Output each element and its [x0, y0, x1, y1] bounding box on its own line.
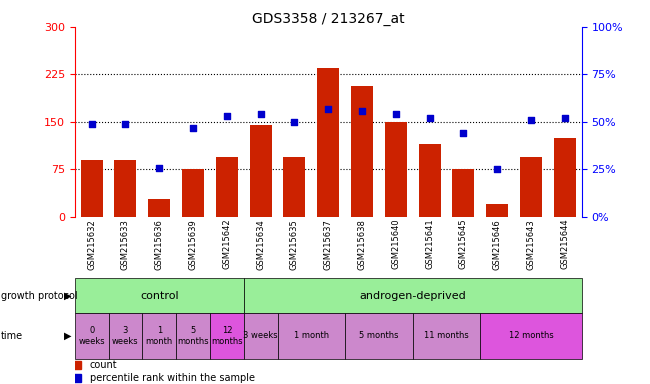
Bar	[278, 313, 345, 359]
Text: GSM215645: GSM215645	[459, 219, 468, 270]
Text: ▶: ▶	[64, 331, 72, 341]
Bar	[317, 68, 339, 217]
Text: 12
months: 12 months	[211, 326, 242, 346]
Bar	[109, 313, 142, 359]
Text: GSM215641: GSM215641	[425, 219, 434, 270]
Text: 3 weeks: 3 weeks	[243, 331, 278, 341]
Point	[222, 113, 232, 119]
Bar	[480, 313, 582, 359]
Bar	[244, 278, 582, 313]
Text: GSM215636: GSM215636	[155, 219, 164, 270]
Bar	[452, 169, 474, 217]
Bar	[283, 157, 305, 217]
Bar	[114, 160, 136, 217]
Text: GSM215643: GSM215643	[526, 219, 536, 270]
Point	[391, 111, 401, 118]
Text: GSM215632: GSM215632	[87, 219, 96, 270]
Point	[357, 108, 367, 114]
Bar	[244, 313, 278, 359]
Text: 1 month: 1 month	[294, 331, 329, 341]
Text: percentile rank within the sample: percentile rank within the sample	[90, 373, 255, 383]
Text: 11 months: 11 months	[424, 331, 469, 341]
Bar	[148, 199, 170, 217]
Bar	[554, 138, 576, 217]
Point	[86, 121, 97, 127]
Text: GSM215635: GSM215635	[290, 219, 299, 270]
Point	[424, 115, 435, 121]
Bar	[75, 278, 244, 313]
Text: control: control	[140, 291, 179, 301]
Point	[560, 115, 570, 121]
Bar	[385, 122, 407, 217]
Bar	[176, 313, 210, 359]
Text: GSM215637: GSM215637	[324, 219, 333, 270]
Bar	[419, 144, 441, 217]
Text: GSM215646: GSM215646	[493, 219, 502, 270]
Point	[154, 164, 164, 170]
Text: 1
month: 1 month	[146, 326, 173, 346]
Bar	[216, 157, 238, 217]
Text: count: count	[90, 360, 118, 370]
Text: GSM215634: GSM215634	[256, 219, 265, 270]
Bar	[142, 313, 176, 359]
Text: androgen-deprived: androgen-deprived	[359, 291, 466, 301]
Point	[289, 119, 300, 125]
Bar	[486, 204, 508, 217]
Bar	[210, 313, 244, 359]
Text: time: time	[1, 331, 23, 341]
Bar	[351, 86, 373, 217]
Text: GSM215642: GSM215642	[222, 219, 231, 270]
Text: 0
weeks: 0 weeks	[79, 326, 105, 346]
Text: GSM215639: GSM215639	[188, 219, 198, 270]
Bar	[345, 313, 413, 359]
Point	[120, 121, 131, 127]
Title: GDS3358 / 213267_at: GDS3358 / 213267_at	[252, 12, 404, 26]
Text: 5 months: 5 months	[359, 331, 398, 341]
Text: GSM215640: GSM215640	[391, 219, 400, 270]
Point	[492, 166, 502, 172]
Point	[458, 130, 469, 136]
Bar	[75, 313, 109, 359]
Text: GSM215638: GSM215638	[358, 219, 367, 270]
Text: 12 months: 12 months	[509, 331, 553, 341]
Text: GSM215633: GSM215633	[121, 219, 130, 270]
Bar	[182, 169, 204, 217]
Bar	[250, 125, 272, 217]
Bar	[413, 313, 480, 359]
Bar	[81, 160, 103, 217]
Text: GSM215644: GSM215644	[560, 219, 569, 270]
Text: ▶: ▶	[64, 291, 72, 301]
Point	[255, 111, 266, 118]
Bar	[520, 157, 542, 217]
Point	[526, 117, 536, 123]
Point	[323, 106, 333, 112]
Point	[188, 124, 198, 131]
Text: 5
months: 5 months	[177, 326, 209, 346]
Text: 3
weeks: 3 weeks	[112, 326, 138, 346]
Text: growth protocol: growth protocol	[1, 291, 77, 301]
